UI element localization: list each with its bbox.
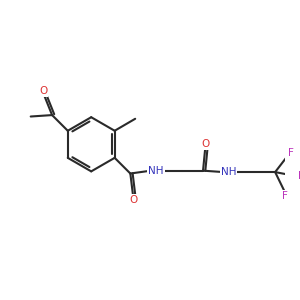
Text: O: O <box>39 86 48 96</box>
Text: NH: NH <box>148 166 164 176</box>
Text: F: F <box>298 171 300 182</box>
Text: F: F <box>282 191 288 201</box>
Text: NH: NH <box>221 167 236 177</box>
Text: F: F <box>288 148 294 158</box>
Text: O: O <box>129 195 137 205</box>
Text: O: O <box>201 140 209 149</box>
